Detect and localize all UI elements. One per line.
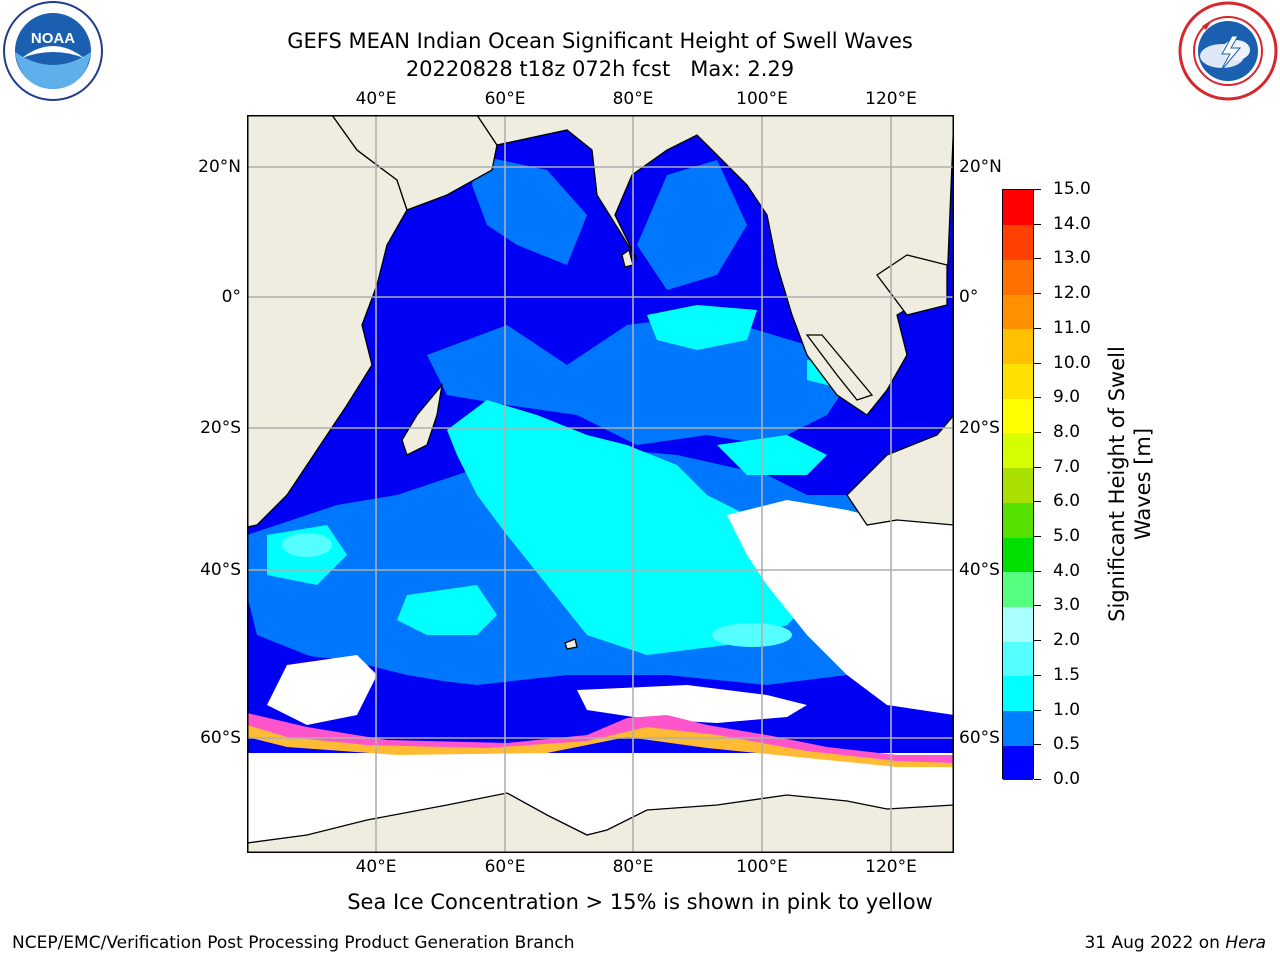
lat-tick-left-20s: 20°S xyxy=(200,418,241,438)
land-borneo xyxy=(876,254,948,316)
footer-host: Hera xyxy=(1225,933,1266,953)
colorbar-tick-mark xyxy=(1034,501,1041,503)
colorbar-segment xyxy=(1003,606,1033,642)
lat-tick-left-20n: 20°N xyxy=(198,157,241,177)
lat-tick-right-0: 0° xyxy=(959,287,979,307)
colorbar-tick-label: 9.0 xyxy=(1053,387,1081,408)
colorbar-tick-label: 2.0 xyxy=(1053,630,1081,651)
colorbar-segment xyxy=(1003,745,1033,781)
lon-tick-top-40e: 40°E xyxy=(355,89,397,109)
colorbar-segment xyxy=(1003,571,1033,607)
colorbar-segment xyxy=(1003,502,1033,538)
lon-tick-bottom-120e: 120°E xyxy=(865,857,917,877)
colorbar xyxy=(1002,189,1034,781)
colorbar-segment xyxy=(1003,190,1033,226)
title-line-2: 20220828 t18z 072h fcst Max: 2.29 xyxy=(405,57,795,81)
colorbar-tick-mark xyxy=(1034,431,1041,433)
colorbar-tick-mark xyxy=(1034,536,1041,538)
lon-tick-top-60e: 60°E xyxy=(484,89,526,109)
colorbar-segment xyxy=(1003,641,1033,677)
footer-date-text: 31 Aug 2022 on xyxy=(1084,933,1226,953)
land-kerguelen xyxy=(564,638,578,650)
colorbar-tick-mark xyxy=(1034,640,1041,642)
land-india xyxy=(476,115,954,416)
colorbar-tick-label: 0.0 xyxy=(1053,769,1081,789)
colorbar-tick-label: 10.0 xyxy=(1053,352,1091,373)
colorbar-tick-label: 8.0 xyxy=(1053,421,1081,442)
title-line-1: GEFS MEAN Indian Ocean Significant Heigh… xyxy=(287,29,913,53)
graticule xyxy=(247,115,954,853)
land-sumatra xyxy=(805,334,874,401)
lon-tick-top-80e: 80°E xyxy=(612,89,654,109)
swell-height-map xyxy=(247,115,954,853)
colorbar-tick-mark xyxy=(1034,466,1041,468)
colorbar-tick-mark xyxy=(1034,293,1041,295)
colorbar-tick-label: 6.0 xyxy=(1053,491,1081,512)
swell-zone-light-cyan xyxy=(282,533,792,647)
colorbar-tick-mark xyxy=(1034,744,1041,746)
land xyxy=(247,115,954,853)
noaa-logo-text: NOAA xyxy=(31,30,75,47)
colorbar-tick-mark xyxy=(1034,605,1041,607)
colorbar-tick-label: 1.0 xyxy=(1053,699,1081,720)
colorbar-tick-label: 12.0 xyxy=(1053,283,1091,304)
colorbar-tick-label: 13.0 xyxy=(1053,248,1091,269)
lat-tick-right-20s: 20°S xyxy=(959,418,1000,438)
lat-tick-left-60s: 60°S xyxy=(200,728,241,748)
land-madagascar xyxy=(401,382,444,456)
colorbar-tick-label: 3.0 xyxy=(1053,595,1081,616)
colorbar-tick-label: 1.5 xyxy=(1053,664,1081,685)
colorbar-tick-label: 15.0 xyxy=(1053,179,1091,199)
colorbar-tick-label: 5.0 xyxy=(1053,526,1081,547)
colorbar-tick-mark xyxy=(1034,779,1041,780)
colorbar-tick-mark xyxy=(1034,397,1041,399)
colorbar-tick-label: 7.0 xyxy=(1053,456,1081,477)
colorbar-tick-mark xyxy=(1034,327,1041,329)
noaa-logo: NOAA xyxy=(0,0,106,102)
footer-credit: NCEP/EMC/Verification Post Processing Pr… xyxy=(12,933,575,953)
colorbar-segment xyxy=(1003,710,1033,746)
colorbar-segment xyxy=(1003,675,1033,712)
lon-tick-bottom-100e: 100°E xyxy=(736,857,788,877)
lat-tick-right-60s: 60°S xyxy=(959,728,1000,748)
lon-tick-bottom-60e: 60°E xyxy=(484,857,526,877)
lat-tick-right-20n: 20°N xyxy=(959,157,1002,177)
colorbar-segment xyxy=(1003,398,1033,434)
lon-tick-top-100e: 100°E xyxy=(736,89,788,109)
colorbar-tick-mark xyxy=(1034,189,1041,190)
colorbar-tick-mark xyxy=(1034,223,1041,225)
sea-ice-footnote: Sea Ice Concentration > 15% is shown in … xyxy=(347,890,933,914)
colorbar-tick-mark xyxy=(1034,674,1041,676)
colorbar-tick-label: 11.0 xyxy=(1053,317,1091,338)
lon-tick-top-120e: 120°E xyxy=(865,89,917,109)
colorbar-segment xyxy=(1003,363,1033,399)
lat-tick-left-40s: 40°S xyxy=(200,560,241,580)
colorbar-tick-label: 4.0 xyxy=(1053,560,1081,581)
lon-tick-bottom-80e: 80°E xyxy=(612,857,654,877)
colorbar-tick-mark xyxy=(1034,709,1041,711)
colorbar-segment xyxy=(1003,328,1033,365)
chart-title: GEFS MEAN Indian Ocean Significant Heigh… xyxy=(200,27,1000,83)
colorbar-tick-label: 14.0 xyxy=(1053,213,1091,234)
colorbar-tick-mark xyxy=(1034,362,1041,364)
land-australia xyxy=(846,413,954,526)
nws-logo xyxy=(1176,0,1280,102)
land-antarctica xyxy=(247,792,954,853)
colorbar-tick-mark xyxy=(1034,570,1041,572)
colorbar-tick-label: 0.5 xyxy=(1053,734,1081,755)
colorbar-tick-mark xyxy=(1034,258,1041,260)
colorbar-segment xyxy=(1003,259,1033,295)
colorbar-segment xyxy=(1003,294,1033,330)
colorbar-segment xyxy=(1003,467,1033,503)
lon-tick-bottom-40e: 40°E xyxy=(355,857,397,877)
colorbar-segment xyxy=(1003,537,1033,573)
lat-tick-left-0: 0° xyxy=(221,287,241,307)
colorbar-label: Significant Height of Swell Waves [m] xyxy=(1105,346,1155,622)
colorbar-segment xyxy=(1003,432,1033,469)
lat-tick-right-40s: 40°S xyxy=(959,560,1000,580)
colorbar-segment xyxy=(1003,224,1033,260)
footer-date: 31 Aug 2022 on Hera xyxy=(1084,933,1266,953)
